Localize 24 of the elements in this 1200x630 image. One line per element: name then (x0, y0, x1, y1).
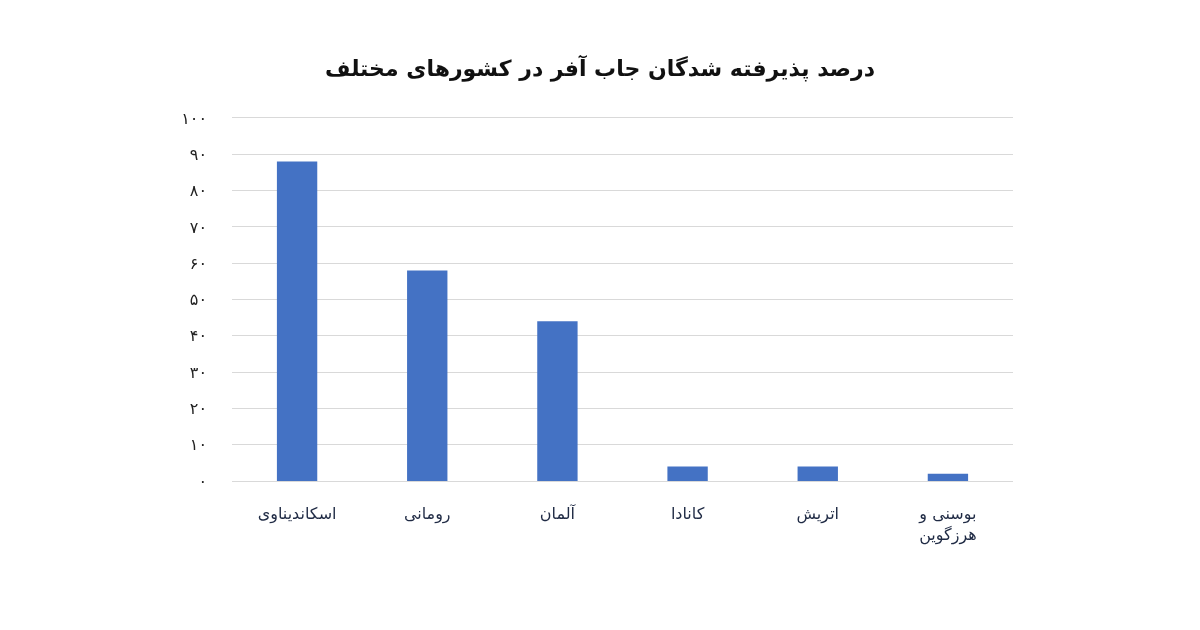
x-tick-label: رومانی (403, 504, 451, 525)
x-tick-label: اتریش (796, 504, 840, 525)
x-tick-label: بوسنی و هرزگوین (918, 504, 977, 546)
y-tick-label: ۴۰ (189, 326, 207, 346)
bar (927, 473, 969, 481)
bar (667, 466, 708, 481)
bar (537, 321, 578, 481)
y-tick-label: ۸۰ (189, 181, 207, 201)
x-tick-label: آلمان (539, 504, 577, 524)
x-tick-label: اسکاندیناوی (257, 504, 337, 525)
x-tick-label: کانادا (670, 504, 705, 524)
y-tick-label: ۳۰ (189, 362, 207, 382)
y-tick-label: ۹۰ (189, 144, 207, 164)
y-tick-label: ۶۰ (189, 253, 207, 273)
bar (276, 161, 318, 481)
y-tick-label: ۷۰ (189, 217, 207, 237)
y-tick-label: ۱۰۰ (181, 108, 207, 128)
y-tick-label: ۲۰ (189, 399, 207, 418)
bar (407, 270, 448, 481)
y-tick-label: ۱۰ (189, 435, 207, 455)
chart-title: درصد پذیرفته شدگان جاب آفر در کشورهای مختلف (324, 53, 876, 82)
y-tick-label: ۵۰ (189, 290, 207, 310)
y-tick-label: ۰ (198, 471, 207, 491)
bar (797, 466, 838, 481)
